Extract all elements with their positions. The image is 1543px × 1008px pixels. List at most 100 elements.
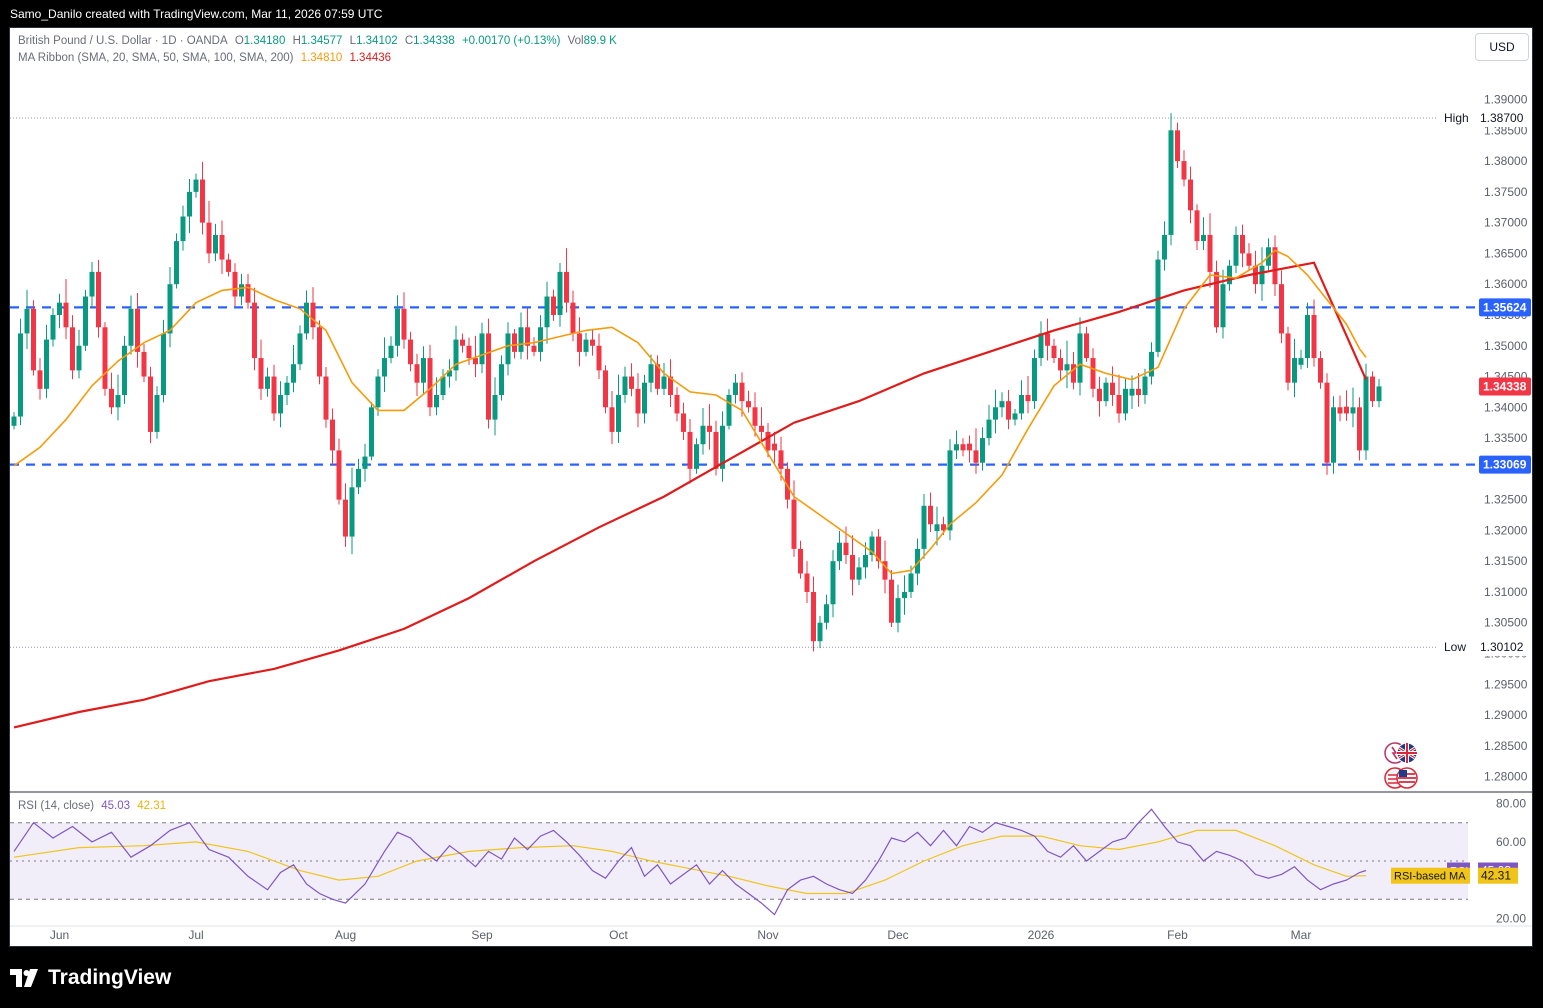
candle-body (954, 444, 959, 451)
price-tick-label: 1.31500 (1484, 554, 1528, 568)
price-tick-label: 1.32000 (1484, 523, 1528, 537)
candle-body (473, 358, 478, 365)
candle-body (57, 302, 62, 315)
candle-body (11, 416, 17, 426)
candle-body (785, 468, 790, 500)
chart-canvas[interactable]: 1.390001.385001.380001.375001.370001.365… (10, 28, 1533, 947)
candle-body (622, 376, 628, 395)
candle-body (1246, 253, 1252, 266)
symbol-name[interactable]: British Pound / U.S. Dollar · 1D · OANDA (18, 35, 228, 47)
sma200-line (13, 261, 1368, 729)
rsi-tick-label: 80.00 (1496, 797, 1526, 811)
price-tick-label: 1.31000 (1484, 585, 1528, 599)
candle-body (122, 345, 127, 395)
candle-body (889, 579, 894, 623)
currency-button[interactable]: USD (1475, 33, 1529, 61)
candle-body (837, 542, 842, 562)
candle-body (687, 431, 693, 469)
candle-body (180, 216, 186, 242)
candle-body (772, 443, 777, 451)
candle-body (213, 234, 218, 254)
close-label: C (404, 35, 414, 47)
candle-body (609, 407, 615, 432)
tradingview-logo-icon (10, 969, 38, 987)
rsi-tick-label: 20.00 (1496, 911, 1526, 925)
high-price-box (1476, 109, 1530, 128)
candle-body (915, 548, 920, 574)
price-tick-label: 1.39000 (1484, 93, 1528, 107)
candle-body (1272, 247, 1278, 285)
candle-body (908, 573, 914, 592)
candle-body (492, 394, 498, 420)
candle-body (538, 327, 543, 352)
candle-body (252, 302, 257, 359)
candle-body (76, 345, 82, 371)
candle-body (258, 358, 264, 389)
candle-body (1084, 333, 1089, 359)
candle-body (746, 401, 751, 408)
price-tick-label: 1.36500 (1484, 246, 1528, 260)
candle-body (921, 505, 927, 549)
candle-body (817, 622, 823, 642)
price-tick-label: 1.34000 (1484, 400, 1528, 414)
candle-body (713, 431, 719, 469)
candle-body (440, 376, 446, 395)
low-label: L (349, 35, 357, 47)
candle-body (1071, 364, 1076, 383)
candle-body (551, 296, 556, 315)
ma-ribbon-name[interactable]: MA Ribbon (SMA, 20, SMA, 50, SMA, 100, S… (18, 52, 294, 64)
uk-flag-icon (1396, 742, 1418, 764)
candle-body (1090, 358, 1096, 389)
candle-body (590, 339, 595, 346)
candle-body (1155, 259, 1161, 352)
support-price-badge (1479, 455, 1531, 474)
tradingview-logo[interactable]: TradingView (10, 964, 171, 992)
candle-body (148, 376, 153, 432)
candle-body (1298, 358, 1304, 365)
candle-body (135, 308, 140, 352)
candle-body (876, 536, 881, 562)
candle-body (102, 327, 108, 389)
candle-body (570, 302, 576, 334)
candle-body (928, 505, 933, 525)
open-value: 1.34180 (243, 35, 286, 47)
rsi-tick-label: 60.00 (1496, 835, 1526, 849)
price-tick-label: 1.35000 (1484, 339, 1528, 353)
candle-body (1162, 234, 1167, 260)
candle-body (1149, 351, 1154, 377)
ma20-value: 1.34810 (300, 52, 343, 64)
candle-body (583, 339, 589, 352)
close-value: 1.34338 (413, 35, 455, 47)
candle-body (1370, 376, 1375, 402)
candle-body (1045, 333, 1050, 346)
candle-body (109, 388, 114, 408)
chart-frame[interactable]: 1.39000 1.38500 1.38000 1.37500 1.37000 1.365… (9, 27, 1533, 947)
candle-body (232, 271, 238, 297)
low-label-box (1438, 638, 1473, 656)
candle-body (226, 259, 231, 272)
candle-body (24, 308, 30, 334)
candle-body (161, 333, 166, 395)
candle-body (245, 284, 251, 303)
support-price-label: 1.33069 (1483, 458, 1527, 472)
candle-body (778, 450, 784, 469)
candle-body (1220, 284, 1226, 328)
candle-body (466, 345, 472, 359)
candle-body (304, 302, 309, 334)
price-tick-label: 1.28500 (1484, 739, 1528, 753)
rsi-ma-value-badge (1478, 867, 1518, 884)
candle-body (1064, 364, 1070, 371)
candle-body (863, 555, 868, 568)
price-tick-label: 1.32500 (1484, 493, 1528, 507)
candle-body (752, 407, 758, 426)
candle-body (447, 370, 452, 377)
candle-body (167, 284, 173, 334)
candle-body (1344, 406, 1349, 414)
candle-body (206, 222, 212, 254)
rsi-name[interactable]: RSI (14, close) (18, 800, 95, 812)
candle-body (720, 425, 725, 469)
candle-body (1331, 407, 1336, 463)
time-tick-label: Dec (887, 928, 908, 942)
candle-body (1305, 314, 1310, 359)
time-tick-label: Nov (757, 928, 778, 942)
